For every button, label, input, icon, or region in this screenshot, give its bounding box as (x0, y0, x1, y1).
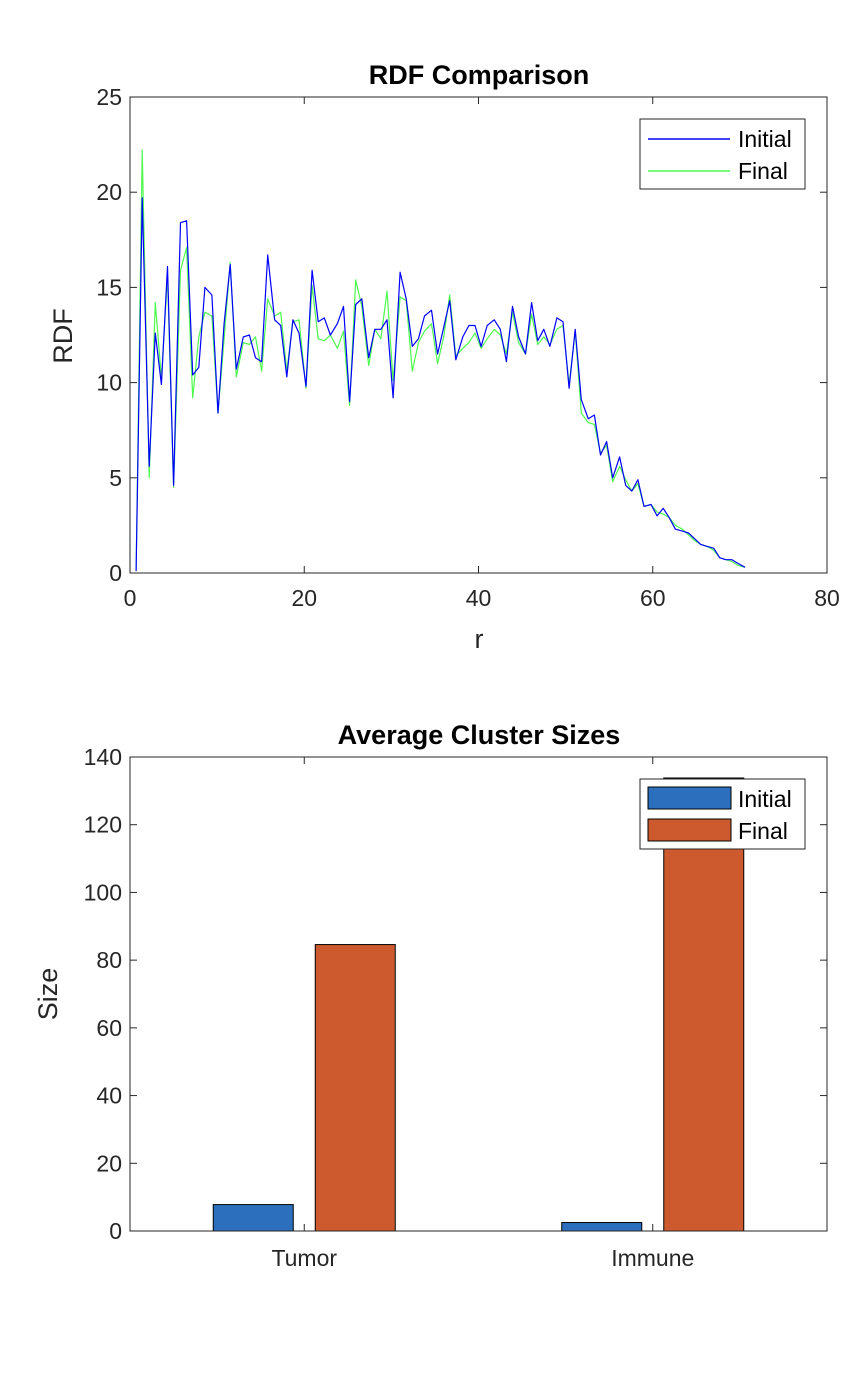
legend-label-initial: Initial (738, 126, 792, 152)
legend: Initial Final (639, 118, 806, 190)
legend-swatch-initial (647, 786, 732, 810)
y-tick-label: 120 (84, 812, 122, 838)
y-tick-label: 15 (96, 274, 122, 300)
bar-tumor-final (314, 944, 396, 1232)
x-tick-label: 80 (814, 585, 840, 611)
x-tick-label: Tumor (271, 1245, 337, 1271)
chart-title: Average Cluster Sizes (338, 720, 621, 750)
y-tick-label: 5 (109, 465, 122, 491)
chart-title: RDF Comparison (369, 60, 590, 90)
legend-swatch-final (647, 818, 732, 842)
y-tick-label: 25 (96, 84, 122, 110)
y-tick-label: 80 (96, 947, 122, 973)
y-tick-label: 100 (84, 879, 122, 905)
y-tick-label: 10 (96, 370, 122, 396)
legend-label-final: Final (738, 158, 788, 184)
axes-box (129, 756, 828, 1232)
x-axis-label: r (475, 624, 484, 654)
x-tick-label: 20 (291, 585, 317, 611)
x-tick-label: 40 (466, 585, 492, 611)
x-tick-label: Immune (611, 1245, 694, 1271)
legend-label-initial: Initial (738, 786, 792, 812)
series-line-initial (135, 197, 746, 572)
legend: Initial Final (639, 778, 806, 850)
rdf-comparison-chart: RDF Comparison 0 20 40 60 80 0 5 10 15 20 25 r RDF… (48, 60, 840, 654)
cluster-sizes-chart: Average Cluster Sizes 0 20 40 60 80 100 120 140… (33, 720, 828, 1271)
y-tick-label: 140 (84, 744, 122, 770)
legend-label-final: Final (738, 818, 788, 844)
y-tick-label: 0 (109, 560, 122, 586)
y-axis-label: RDF (48, 308, 78, 364)
axes-box (129, 96, 828, 574)
y-tick-label: 20 (96, 179, 122, 205)
x-tick-label: 60 (640, 585, 666, 611)
y-tick-label: 60 (96, 1015, 122, 1041)
y-tick-label: 20 (96, 1150, 122, 1176)
y-tick-label: 0 (109, 1218, 122, 1244)
x-tick-label: 0 (124, 585, 137, 611)
bar-immune-initial (561, 1222, 643, 1232)
bar-immune-final (663, 777, 745, 1232)
bar-tumor-initial (212, 1204, 294, 1232)
y-tick-label: 40 (96, 1083, 122, 1109)
y-axis-label: Size (33, 968, 63, 1021)
